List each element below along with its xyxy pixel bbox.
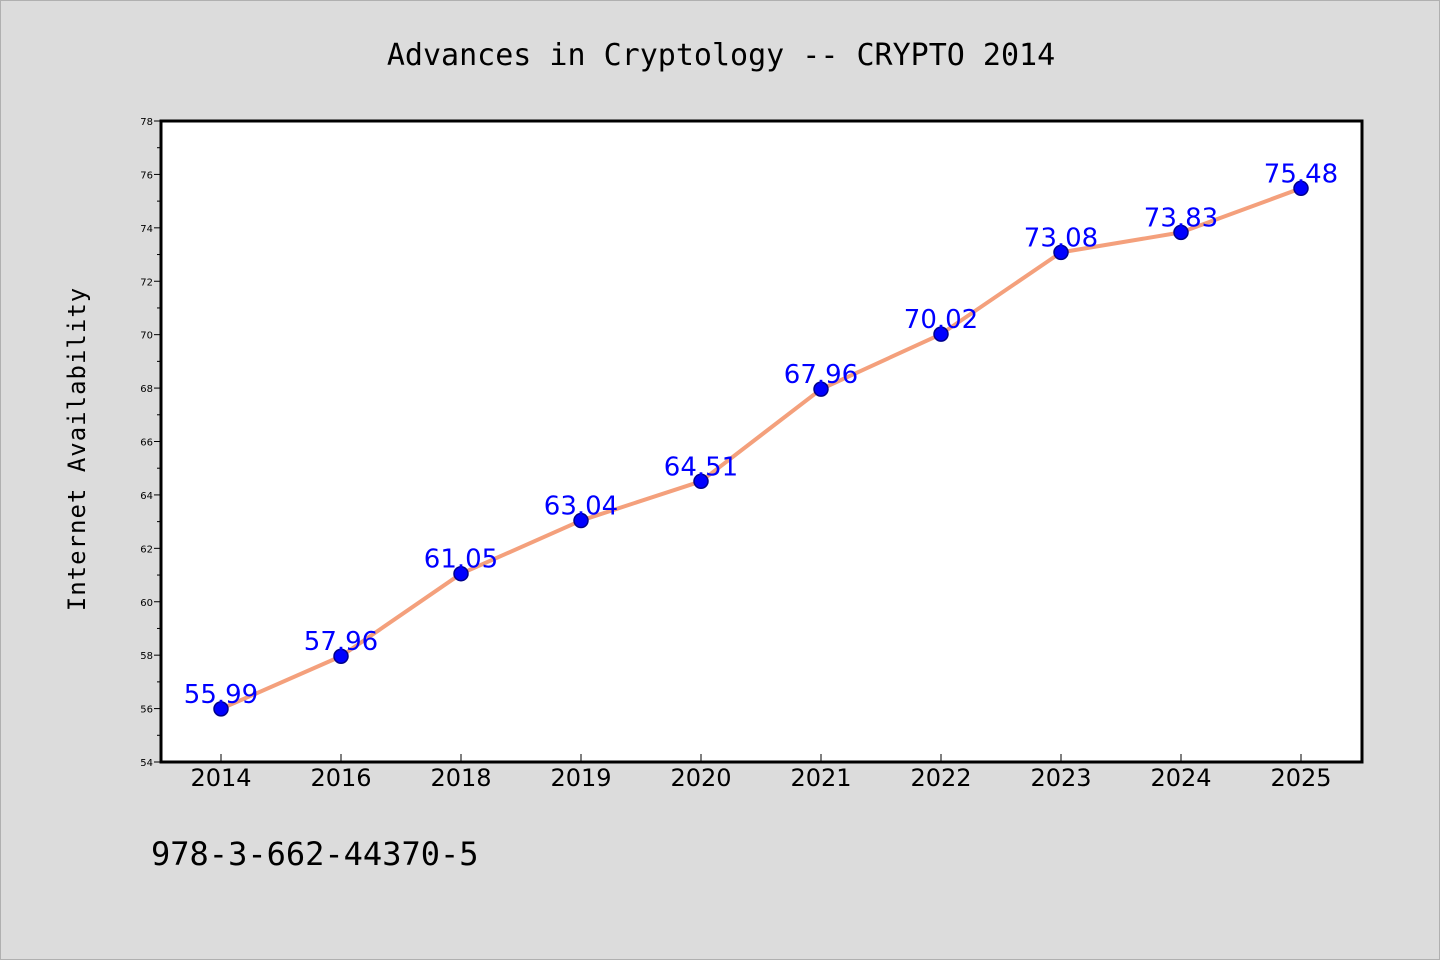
x-tick-label: 2018 [430, 764, 491, 792]
x-tick-label: 2014 [190, 764, 251, 792]
data-point [333, 648, 349, 664]
x-tick-label: 2022 [910, 764, 971, 792]
x-tick-label: 2021 [790, 764, 851, 792]
y-tick-label: 62 [140, 544, 153, 555]
y-tick-label: 58 [140, 651, 153, 662]
data-labels: 55.99 57.96 61.05 63.04 64.51 67.96 70.02 73.08… [184, 159, 1338, 710]
x-tick-label: 2025 [1270, 764, 1331, 792]
data-point [573, 512, 589, 529]
data-point [213, 701, 229, 717]
data-point [933, 326, 949, 342]
series-markers [213, 180, 1309, 717]
plot-area [159, 119, 1364, 764]
y-tick-label: 56 [140, 705, 153, 716]
chart-title: Advances in Cryptology -- CRYPTO 2014 [387, 38, 1055, 73]
y-tick-label: 64 [140, 491, 153, 502]
x-axis: 2014 2016 2018 2019 2020 2021 2022 2023 2024 2025 [190, 754, 1332, 792]
data-point [693, 473, 709, 490]
data-label: 73.83 [1144, 203, 1218, 233]
data-label: 75.48 [1264, 159, 1338, 189]
data-label: 55.99 [184, 680, 258, 710]
data-point [1173, 224, 1189, 241]
data-label: 61.05 [424, 545, 498, 575]
y-tick-label: 66 [140, 438, 153, 449]
y-tick-label: 54 [140, 758, 153, 769]
y-tick-label: 72 [140, 277, 153, 288]
data-label: 63.04 [544, 492, 618, 522]
data-point [1293, 180, 1309, 197]
data-point [1053, 244, 1069, 261]
data-label: 64.51 [664, 452, 738, 482]
y-tick-label: 60 [140, 598, 153, 609]
isbn-footer: 978-3-662-44370-5 [151, 835, 479, 873]
y-axis-label: Internet Availability [63, 287, 91, 611]
y-tick-label: 78 [140, 117, 153, 128]
y-tick-label: 76 [140, 170, 153, 181]
y-tick-label: 68 [140, 384, 153, 395]
data-label: 70.02 [904, 305, 978, 335]
data-label: 67.96 [784, 360, 858, 390]
y-axis: 54 56 58 60 62 64 66 68 70 72 74 76 78 [140, 117, 161, 769]
data-label: 57.96 [304, 627, 378, 657]
x-tick-label: 2020 [670, 764, 731, 792]
series-line [219, 186, 1303, 711]
x-tick-label: 2024 [1150, 764, 1211, 792]
y-tick-label: 74 [140, 224, 153, 235]
data-label: 73.08 [1024, 223, 1098, 253]
x-tick-label: 2019 [550, 764, 611, 792]
data-point [453, 565, 469, 582]
x-tick-label: 2016 [310, 764, 371, 792]
x-tick-label: 2023 [1030, 764, 1091, 792]
y-tick-label: 70 [140, 331, 153, 342]
data-point [813, 381, 829, 397]
